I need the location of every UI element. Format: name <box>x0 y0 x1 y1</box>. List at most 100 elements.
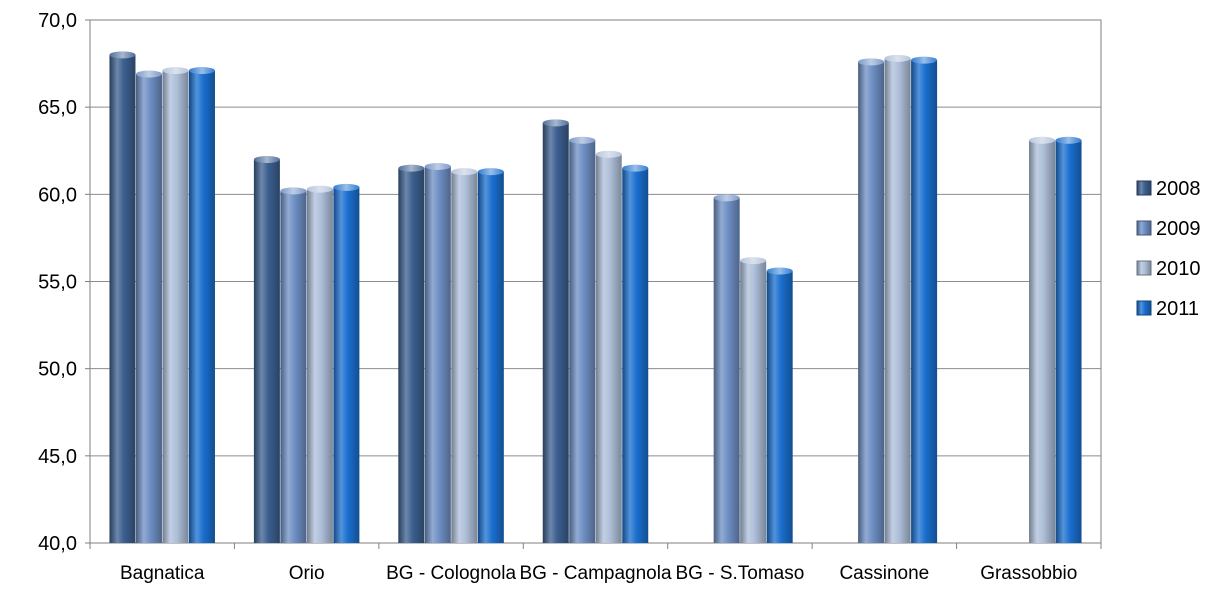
bar <box>622 164 649 543</box>
x-tick-label: Bagnatica <box>120 563 205 584</box>
legend-item: 2011 <box>1136 298 1199 320</box>
bar <box>766 267 793 543</box>
x-tick-label: BG - Campagnola <box>519 563 672 584</box>
y-tick-label: 50,0 <box>38 359 77 381</box>
bar-body <box>595 154 622 543</box>
bar-body <box>569 140 596 544</box>
bar-body <box>884 58 911 543</box>
bar-body <box>858 61 885 544</box>
bar-top <box>713 194 740 202</box>
y-tick-label: 40,0 <box>38 533 77 555</box>
bar <box>1055 136 1082 544</box>
y-tick-label: 65,0 <box>38 97 77 119</box>
bar-top <box>542 119 569 127</box>
bar <box>451 168 478 544</box>
bar-top <box>595 150 622 158</box>
bar <box>135 70 162 543</box>
bar-body <box>188 70 215 543</box>
bar-top <box>1055 136 1082 144</box>
bar <box>477 168 504 544</box>
legend: 2008 2009 2010 2011 <box>1136 178 1201 320</box>
bar-body <box>622 168 649 543</box>
bar-top <box>424 162 451 170</box>
bar-body <box>162 70 189 543</box>
bar <box>595 150 622 543</box>
bar-top <box>253 155 280 163</box>
bar-top <box>109 51 136 59</box>
legend-item: 2008 <box>1136 178 1201 200</box>
bar-top <box>858 58 885 66</box>
legend-label: 2008 <box>1156 178 1201 200</box>
bar-body <box>306 189 333 543</box>
bar <box>884 54 911 543</box>
legend-label: 2010 <box>1156 258 1201 280</box>
legend-label: 2009 <box>1156 218 1201 240</box>
bar-top <box>1029 136 1056 144</box>
bar-top <box>398 164 425 172</box>
bar-top <box>451 168 478 176</box>
y-tick-label: 55,0 <box>38 272 77 294</box>
gridlines <box>89 19 1102 544</box>
bar-top <box>306 185 333 193</box>
y-tick-label: 45,0 <box>38 446 77 468</box>
bar <box>398 164 425 543</box>
bar-body <box>766 271 793 543</box>
axes: 40,0 45,0 50,0 55,0 60,0 65,0 70,0 Bagnatica Ori… <box>38 10 1102 584</box>
x-tick-label: Orio <box>289 563 325 584</box>
bar-top <box>280 187 307 195</box>
x-tick-label: Cassinone <box>839 563 929 584</box>
bar-top <box>477 168 504 176</box>
bar <box>109 51 136 543</box>
x-tick-label: Grassobbio <box>980 563 1077 584</box>
bar <box>280 187 307 543</box>
bar-body <box>333 187 360 544</box>
bar-body <box>424 166 451 543</box>
bar-body <box>542 122 569 544</box>
bar <box>713 194 740 543</box>
bar-top <box>333 183 360 191</box>
bar <box>424 162 451 543</box>
bars <box>109 51 1082 544</box>
bar-body <box>1029 140 1056 544</box>
bar <box>1029 136 1056 544</box>
legend-swatch <box>1136 260 1152 276</box>
bar-body <box>280 190 307 543</box>
legend-item: 2009 <box>1136 218 1201 240</box>
bar-top <box>884 54 911 62</box>
bar <box>333 183 360 544</box>
legend-swatch <box>1136 300 1152 316</box>
bar-body <box>740 260 767 543</box>
bar <box>542 119 569 544</box>
bar-top <box>188 67 215 75</box>
bar-body <box>477 171 504 544</box>
y-tick-label: 70,0 <box>38 10 77 32</box>
bar-body <box>911 60 938 543</box>
legend-swatch <box>1136 220 1152 236</box>
bar-body <box>451 171 478 544</box>
bar-top <box>135 70 162 78</box>
bar-body <box>1055 140 1082 544</box>
bar-body <box>135 74 162 543</box>
bar-top <box>162 67 189 75</box>
bar-body <box>713 197 740 543</box>
x-tick-label: BG - S.Tomaso <box>676 563 805 584</box>
bar-top <box>569 136 596 144</box>
bar <box>911 56 938 543</box>
bar <box>569 136 596 544</box>
bar-body <box>398 168 425 543</box>
bar <box>858 58 885 544</box>
bar-top <box>911 56 938 64</box>
bar-top <box>740 257 767 265</box>
bar <box>740 257 767 543</box>
legend-swatch <box>1136 180 1152 196</box>
bar-top <box>622 164 649 172</box>
bar <box>188 67 215 543</box>
bar-top <box>766 267 793 275</box>
bar <box>253 155 280 543</box>
y-tick-label: 60,0 <box>38 184 77 206</box>
bar <box>306 185 333 543</box>
bar-body <box>253 159 280 543</box>
legend-label: 2011 <box>1156 298 1199 320</box>
